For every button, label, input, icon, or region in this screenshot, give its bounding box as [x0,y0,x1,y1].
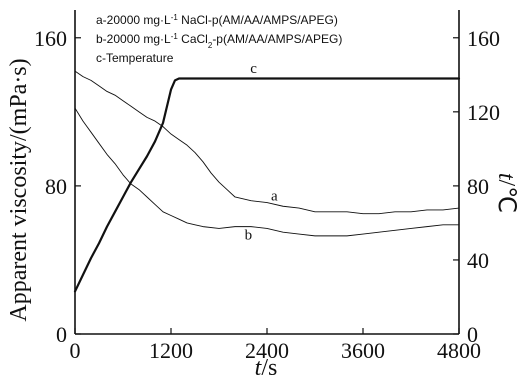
right-y-axis-label: t/℃ [493,173,519,213]
right-y-axis-ticks: 0 40 80 120 160 [453,26,500,347]
right-y-axis-label-italic: t [493,173,519,181]
x-axis-label: t/s [255,355,278,376]
x-axis-tick-label: 4800 [437,338,481,363]
legend-entry-a-superscript: -1 [171,13,179,22]
left-y-axis-tick-label: 160 [34,26,67,51]
x-axis-ticks: 0 1200 2400 3600 4800 [70,328,481,363]
x-axis-label-unit: /s [261,355,277,376]
right-y-axis-tick-label: 40 [467,248,489,273]
left-y-axis-tick-label: 0 [56,322,67,347]
series-a-line [74,70,460,215]
legend-entry-b-prefix: b-20000 mg·L [96,32,171,46]
left-y-axis-label: Apparent viscosity/(mPa·s) [6,58,32,321]
right-y-axis-label-unit: /℃ [493,180,519,214]
legend-entry-b-superscript: -1 [171,32,179,41]
left-y-axis-tick-label: 80 [45,174,67,199]
legend-entry-a-rest: NaCl-p(AM/AA/AMPS/APEG) [178,13,338,27]
legend-entry-a-prefix: a-20000 mg·L [96,13,171,27]
right-y-axis-tick-label: 80 [467,174,489,199]
x-axis-tick-label: 2400 [245,338,289,363]
x-axis-tick-label: 3600 [341,338,385,363]
legend-entry-c: c-Temperature [96,51,174,65]
curve-label-b: b [245,228,253,244]
x-axis-tick-label: 0 [70,338,81,363]
x-axis-tick-label: 1200 [149,338,193,363]
x-axis-label-italic: t [255,355,263,376]
legend-entry-b-rest: -p(AM/AA/AMPS/APEG) [212,32,342,46]
series-b-line [74,107,460,237]
left-y-axis-ticks: 0 80 160 [34,26,81,347]
curve-label-a: a [271,189,278,205]
right-y-axis-tick-label: 0 [467,322,478,347]
curve-label-c: c [250,61,257,77]
series-c-line [73,77,461,293]
legend-entry-c-label: c-Temperature [96,51,174,65]
legend-entry-b-middle: CaCl [178,32,208,46]
legend-entry-a: a-20000 mg·L-1 NaCl-p(AM/AA/AMPS/APEG) [96,13,338,28]
legend-entry-b: b-20000 mg·L-1 CaCl2-p(AM/AA/AMPS/APEG) [96,32,342,50]
right-y-axis-tick-label: 160 [467,26,500,51]
legend-entry-b-subscript: 2 [208,41,213,50]
right-y-axis-tick-label: 120 [467,100,500,125]
